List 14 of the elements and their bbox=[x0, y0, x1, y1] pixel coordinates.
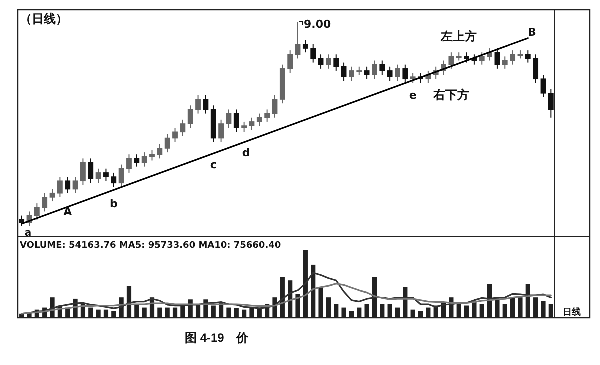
annotation: B bbox=[528, 26, 536, 40]
annotation: e bbox=[409, 89, 417, 102]
annotation: b bbox=[110, 197, 118, 210]
annotation: d bbox=[242, 146, 250, 160]
annotation: VOLUME: 54163.76 MA5: 95733.60 MA10: 75660.40 bbox=[20, 241, 282, 251]
annotation: A bbox=[64, 206, 73, 219]
text: a bbox=[24, 228, 32, 239]
text: 日线 bbox=[563, 307, 581, 318]
annotation: 9.00 bbox=[304, 18, 332, 31]
caption: 图 4-19 价 bbox=[185, 331, 250, 345]
annotation: 右下方 bbox=[432, 88, 470, 102]
chart-title: （日线） bbox=[20, 12, 68, 26]
annotation: c bbox=[210, 158, 217, 172]
annotation: 左上方 bbox=[440, 29, 478, 44]
